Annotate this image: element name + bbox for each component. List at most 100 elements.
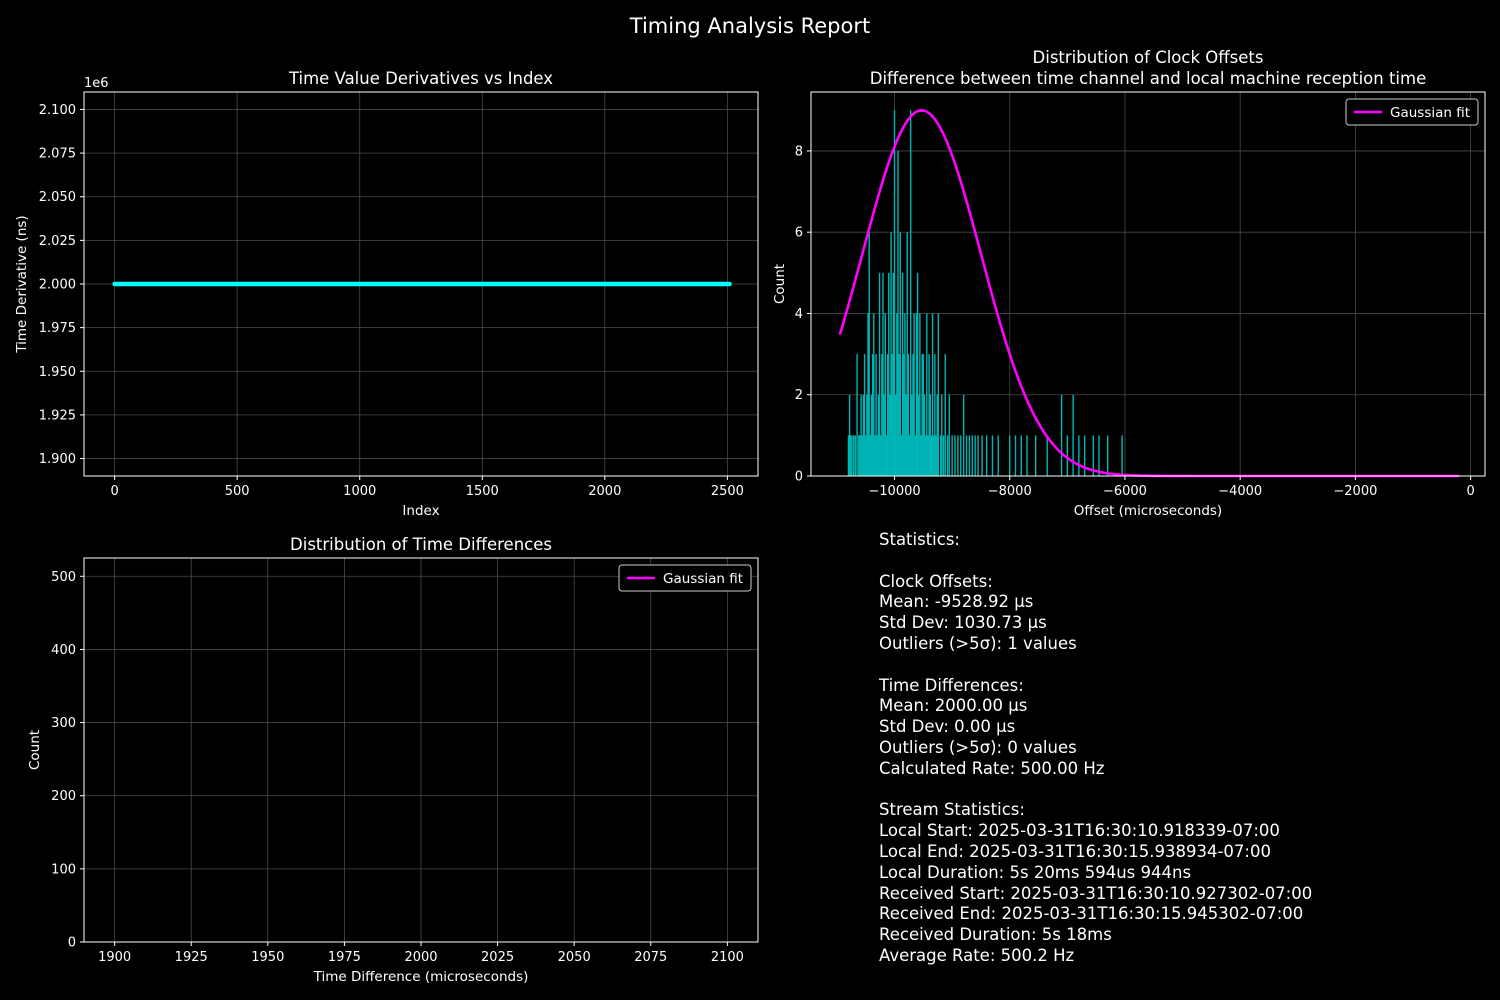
histogram-bar [865,435,867,476]
chart-title: Distribution of Time Differences [290,535,552,554]
histogram-bar [848,394,851,476]
histogram-bar [852,435,855,476]
x-tick-label: 0 [110,484,118,499]
histogram-bar [896,313,898,476]
histogram-bar [897,150,899,476]
histogram-bar [1014,435,1017,476]
histogram-bar [856,354,858,476]
stats-line: Outliers (>5σ): 1 values [879,633,1077,653]
y-tick-label: 2 [795,388,803,403]
histogram-bar [886,354,889,476]
stats-line: Clock Offsets: [879,571,993,591]
time-differences-chart: 1900 1925 1950 1975 2000 2025 2050 2075 2100 0 100… [27,535,759,985]
chart-title: Time Value Derivatives vs Index [288,69,553,88]
histogram-bar [960,435,962,476]
y-axis-label: Count [27,730,43,770]
x-tick-label: 500 [225,484,250,499]
histogram-bar [854,435,857,476]
x-tick-label: −4000 [1218,484,1262,499]
histogram-bar [922,354,925,476]
histogram-bar [1078,435,1080,476]
histogram-bar [935,435,937,476]
histogram-bar [875,354,877,476]
histogram-bar [924,435,927,476]
histogram-bar [871,354,874,476]
legend-label: Gaussian fit [1390,105,1470,121]
histogram-bar [919,313,921,476]
chart-subtitle: Difference between time channel and loca… [870,69,1427,88]
y-tick-label: 500 [51,570,76,585]
histogram-bar [1034,435,1037,476]
stats-line: Std Dev: 0.00 μs [879,717,1016,737]
histogram-bar [920,435,922,476]
y-tick-label: 2.050 [39,190,76,205]
histogram-bar [888,272,890,476]
histogram-bar [889,394,891,476]
histogram-bar [951,435,953,476]
legend: Gaussian fit [618,564,752,592]
stats-line: Received End: 2025-03-31T16:30:15.945302… [879,904,1304,924]
stats-line: Std Dev: 1030.73 μs [879,613,1047,633]
histogram-bar [862,394,865,476]
y-offset-label: 1e6 [84,76,109,91]
y-tick-label: 8 [795,144,803,159]
histogram-bar [883,394,885,476]
histogram-bar [885,435,888,476]
histogram-bar [1046,435,1048,476]
histogram-bar [916,272,919,476]
stats-line: Statistics: [879,530,960,549]
histogram-bar [1009,435,1011,476]
histogram-bar [863,354,866,476]
histogram-bar [861,435,863,476]
y-tick-label: 6 [795,226,803,241]
histogram-bar [915,313,918,476]
histogram-bar [965,435,968,476]
histogram-bar [847,435,850,476]
stats-line: Outliers (>5σ): 0 values [879,737,1077,757]
x-tick-label: 2000 [404,950,437,965]
y-tick-label: 400 [51,643,76,658]
histogram-bar [873,313,875,476]
histogram-bar [957,435,959,476]
stats-line: Local End: 2025-03-31T16:30:15.938934-07… [879,841,1271,861]
histogram-bar [893,110,896,477]
histogram-bar [881,354,883,476]
histogram-bar [914,435,916,476]
stats-spacer [879,780,1312,801]
histogram-bar [877,394,880,476]
statistics-panel: Statistics: Clock Offsets: Mean: -9528.92 … [879,530,1312,967]
histogram-bar [851,435,853,476]
histogram-bar [901,272,904,476]
histogram-bar [909,110,912,477]
histogram-bar [991,435,994,476]
stats-line: Local Duration: 5s 20ms 594us 944ns [879,862,1192,882]
derivatives-chart: 0 500 1000 1500 2000 2500 1.900 1.925 1.950 1.975… [14,69,759,519]
histogram-bar [918,394,920,476]
histogram-bar [890,232,892,476]
histogram-bar [929,394,931,476]
histogram-bar [1083,435,1086,476]
histogram-bar [894,394,897,476]
histogram-bar [905,394,907,476]
legend: Gaussian fit [1345,98,1479,126]
histogram-bar [1026,435,1028,476]
stats-spacer [879,655,1312,676]
histogram-bar [974,435,976,476]
histogram-bar [892,272,895,476]
histogram-bar [939,435,942,476]
y-tick-label: 4 [795,307,803,322]
histogram-bar [934,354,936,476]
stats-spacer [879,551,1312,572]
plot-area [838,109,1460,478]
histogram-bar [880,435,882,476]
histogram-bar [946,435,949,476]
histogram-bar [912,354,914,476]
histogram-bar [948,394,950,476]
x-tick-label: 1950 [251,950,284,965]
histogram-bar [926,313,928,476]
stats-line: Calculated Rate: 500.00 Hz [879,758,1105,778]
histogram-bar [923,394,926,476]
y-tick-label: 2.100 [39,103,76,118]
x-tick-label: −10000 [868,484,920,499]
histogram-bar [870,394,873,476]
